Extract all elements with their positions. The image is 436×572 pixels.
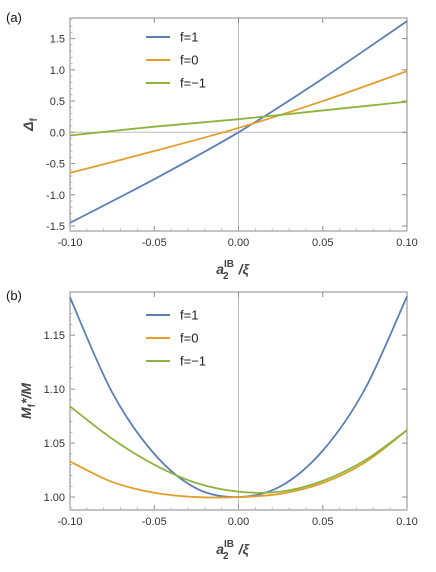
x-tick-label: 0.00 bbox=[228, 237, 249, 249]
y-tick-label: 0.5 bbox=[50, 96, 65, 108]
series-line-3 bbox=[69, 405, 408, 494]
series-line-3 bbox=[69, 100, 408, 137]
series-line-1 bbox=[69, 20, 408, 224]
x-tick-label: -0.05 bbox=[142, 516, 167, 528]
y-tick-label: 0.0 bbox=[50, 127, 65, 139]
y-tick-label: -1.0 bbox=[46, 190, 65, 202]
legend: f=1 f=0 f=−1 bbox=[146, 308, 206, 369]
y-tick-label: 1.15 bbox=[44, 330, 65, 342]
chart-panel-b: -0.10 -0.05 0.00 0.05 0.10 1.00 1.05 1.10 1.15 f=… bbox=[6, 288, 418, 562]
x-tick-label: -0.05 bbox=[142, 237, 167, 249]
x-tick-label: -0.10 bbox=[57, 237, 82, 249]
legend: f=1 f=0 f=−1 bbox=[146, 30, 206, 91]
y-tick-label: 1.0 bbox=[50, 65, 65, 77]
x-tick-label: 0.10 bbox=[396, 237, 417, 249]
legend-label: f=1 bbox=[180, 308, 198, 323]
y-tick-label: -1.5 bbox=[46, 221, 65, 233]
x-tick-label: -0.10 bbox=[57, 516, 82, 528]
y-tick-label: 1.10 bbox=[44, 384, 65, 396]
series-line-2 bbox=[69, 429, 408, 499]
legend-label: f=0 bbox=[180, 331, 198, 346]
x-axis-label: aIB 2/ξ bbox=[216, 259, 249, 282]
y-axis-label: Δf bbox=[20, 117, 40, 131]
legend-label: f=1 bbox=[180, 30, 198, 45]
x-tick-label: 0.00 bbox=[228, 516, 249, 528]
panel-label: (a) bbox=[6, 10, 22, 25]
series-line-2 bbox=[69, 70, 408, 174]
y-tick-label: 1.00 bbox=[44, 492, 65, 504]
x-tick-label: 0.05 bbox=[312, 237, 333, 249]
legend-label: f=0 bbox=[180, 53, 198, 68]
panel-label: (b) bbox=[6, 288, 22, 303]
chart-panel-a: -0.10 -0.05 0.00 0.05 0.10 -1.5 -1.0 -0.5 0.0 0.5… bbox=[6, 10, 418, 282]
y-axis-label: Mf*/M bbox=[18, 383, 38, 419]
x-axis-label: aIB 2/ξ bbox=[216, 539, 249, 562]
y-tick-label: 1.05 bbox=[44, 438, 65, 450]
y-tick-label: 1.5 bbox=[50, 34, 65, 46]
x-tick-label: 0.10 bbox=[396, 516, 417, 528]
x-tick-label: 0.05 bbox=[312, 516, 333, 528]
legend-label: f=−1 bbox=[180, 354, 206, 369]
y-tick-label: -0.5 bbox=[46, 159, 65, 171]
legend-label: f=−1 bbox=[180, 76, 206, 91]
